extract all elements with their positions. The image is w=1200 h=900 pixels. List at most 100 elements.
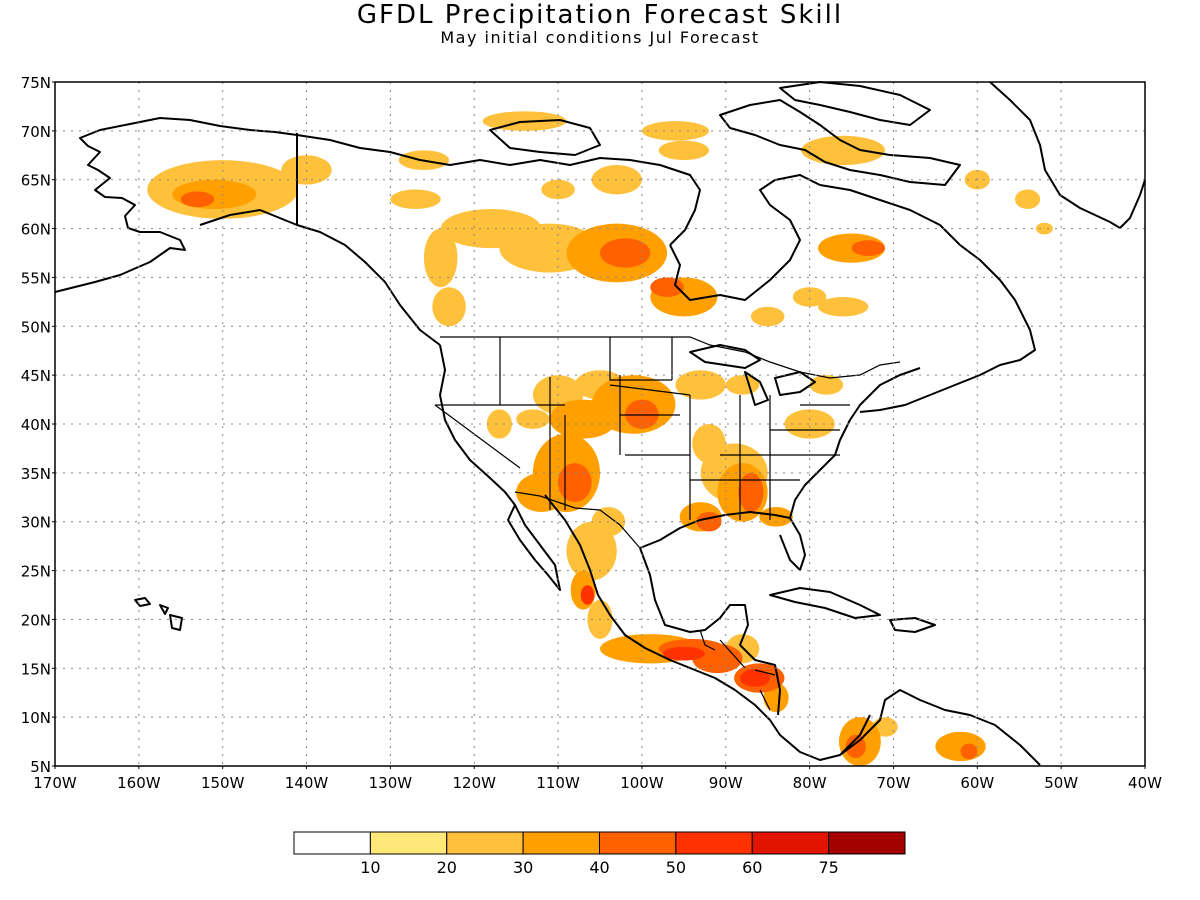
lon-tick-label: 100W [620, 774, 664, 792]
ellesmere-island [779, 81, 931, 126]
lon-tick-label: 110W [536, 774, 580, 792]
lat-tick-label: 65N [21, 172, 51, 190]
colorbar-swatch [751, 831, 830, 855]
great-lakes [689, 344, 816, 406]
skill-contour-fill [658, 140, 709, 161]
skill-contour-fill [784, 409, 835, 439]
us-west-coast [439, 344, 516, 506]
lat-tick-label: 70N [21, 123, 51, 141]
skill-contour-fill [818, 296, 869, 317]
lon-tick-label: 90W [709, 774, 743, 792]
skill-shading [147, 111, 1053, 766]
skill-contour-fill [740, 669, 771, 687]
skill-contour-fill [432, 287, 466, 327]
colorbar: 10 20 30 40 50 60 75 [293, 831, 906, 877]
lat-tick-label: 10N [21, 709, 51, 727]
lat-tick-label: 40N [21, 416, 51, 434]
hudson-bay [669, 174, 821, 301]
skill-contour-fill [516, 409, 550, 429]
hawaii [134, 597, 183, 631]
skill-contour-fill [675, 370, 726, 400]
skill-contour-fill [851, 240, 886, 256]
colorbar-swatch [369, 831, 448, 855]
skill-contour-fill [662, 646, 705, 661]
alaska-panhandle [199, 209, 441, 346]
colorbar-swatch [522, 831, 600, 855]
us-state-lines-central [609, 337, 840, 520]
skill-contour-fill [600, 238, 651, 268]
coastlines [54, 81, 1146, 766]
lat-tick-label: 35N [21, 465, 51, 483]
skill-contour-fill [566, 521, 617, 581]
skill-contour-fill [1036, 222, 1053, 235]
lat-tick-label: 50N [21, 318, 51, 336]
skill-contour-fill [541, 179, 575, 200]
skill-contour-fill [180, 191, 215, 208]
skill-contour-fill [516, 472, 567, 512]
canada-arctic-coast [296, 134, 701, 246]
colorbar-label: 20 [437, 858, 457, 877]
skill-contour-fill [580, 585, 595, 605]
skill-contour-fill [809, 375, 844, 395]
colorbar-label: 60 [742, 858, 762, 877]
lat-tick-label: 30N [21, 514, 51, 532]
colorbar-label: 75 [818, 858, 838, 877]
greenland-coast [989, 81, 1146, 229]
lat-tick-label: 75N [21, 74, 51, 92]
skill-contour-fill [390, 189, 441, 210]
mexico-central-america-borders [699, 629, 776, 711]
skill-contour-fill [692, 643, 743, 674]
skill-contour-fill [738, 472, 764, 512]
lat-tick-label: 55N [21, 269, 51, 287]
colorbar-label: 50 [666, 858, 686, 877]
colorbar-label: 30 [513, 858, 533, 877]
skill-contour-fill [792, 287, 827, 307]
colorbar-label: 40 [589, 858, 609, 877]
skill-contour-fill [801, 135, 886, 166]
colorbar-label: 10 [360, 858, 380, 877]
alaska-coast [54, 117, 298, 293]
baja-california [507, 504, 561, 591]
us-canada-border [440, 336, 901, 379]
colorbar-swatch [828, 831, 906, 855]
skill-contour-fill [935, 731, 986, 762]
political-borders [434, 336, 901, 711]
colorbar-swatch [293, 831, 371, 855]
skill-contour-fill [1015, 189, 1041, 210]
colorbar-swatch [446, 831, 524, 855]
lat-tick-label: 45N [21, 367, 51, 385]
colorbar-swatch [675, 831, 753, 855]
skill-contour-fill [625, 399, 659, 429]
chart-title: GFDL Precipitation Forecast Skill [356, 0, 844, 30]
lat-tick-label: 20N [21, 611, 51, 629]
lon-tick-label: 170W [33, 774, 77, 792]
labrador [819, 184, 1036, 413]
gulf-north-coast [639, 511, 806, 571]
lon-tick-label: 50W [1044, 774, 1078, 792]
skill-contour-fill [558, 463, 592, 503]
lat-tick-label: 15N [21, 660, 51, 678]
skill-contour-fill [641, 121, 709, 141]
lat-tick-label: 5N [30, 758, 51, 776]
skill-contour-fill [650, 277, 684, 297]
us-mexico-border [514, 491, 641, 549]
skill-contour-fill [960, 743, 978, 760]
chart-subtitle: May initial conditions Jul Forecast [440, 28, 760, 47]
skill-contour-fill [750, 306, 785, 327]
lon-tick-label: 40W [1128, 774, 1162, 792]
lon-tick-label: 130W [369, 774, 413, 792]
lon-tick-label: 120W [452, 774, 496, 792]
gulf-coast [639, 547, 781, 716]
south-america-coast [839, 689, 1041, 766]
lon-tick-label: 70W [877, 774, 911, 792]
us-east-coast [789, 367, 921, 519]
victoria-island [489, 119, 601, 156]
skill-contour-fill [423, 228, 458, 288]
mexico-pacific-coast [544, 494, 871, 761]
lon-tick-label: 80W [793, 774, 827, 792]
cuba [769, 587, 881, 619]
colorbar-swatch [599, 831, 677, 855]
skill-contour-fill [696, 511, 722, 532]
lat-tick-label: 60N [21, 221, 51, 239]
